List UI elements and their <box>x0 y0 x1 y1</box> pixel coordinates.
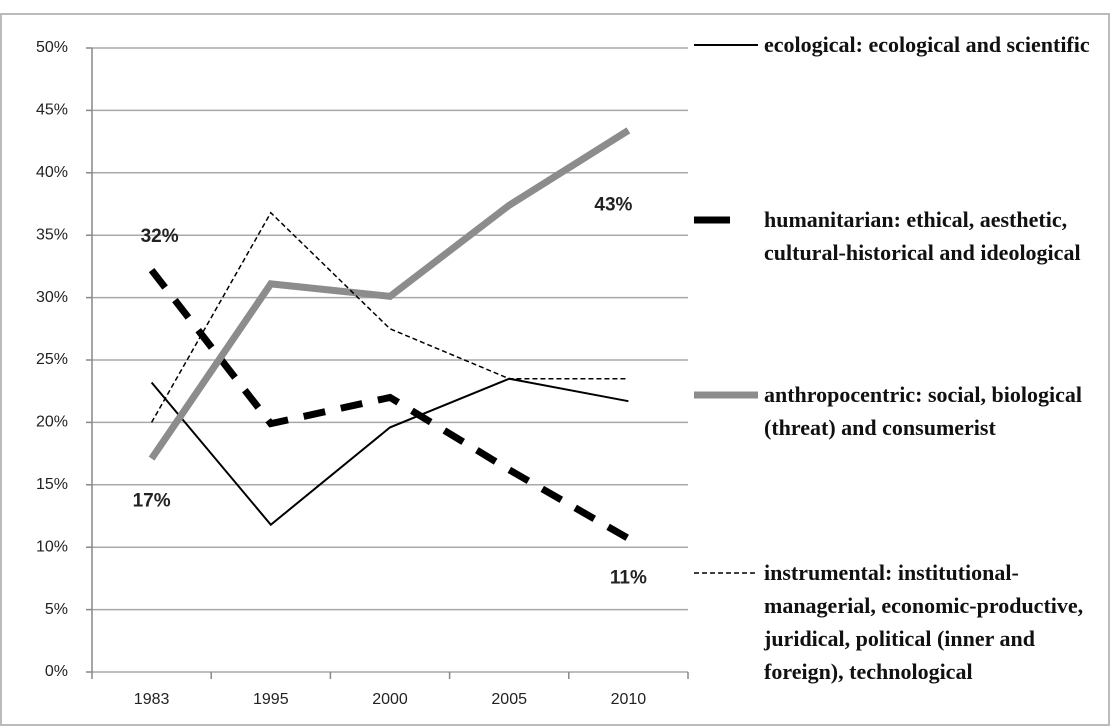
legend-label: instrumental: institutional-managerial, … <box>764 560 1084 684</box>
x-tick-label: 2010 <box>611 691 647 708</box>
x-tick-label: 2000 <box>372 691 408 708</box>
x-tick-label: 1983 <box>134 691 170 708</box>
y-tick-label: 50% <box>36 39 68 56</box>
x-tick-label: 1995 <box>253 691 289 708</box>
y-tick-label: 10% <box>36 538 68 555</box>
data-label: 17% <box>133 491 171 512</box>
y-tick-label: 45% <box>36 102 68 119</box>
series-line <box>148 267 631 542</box>
data-label: 11% <box>610 567 647 588</box>
y-tick-label: 40% <box>36 164 68 181</box>
legend-label: anthropocentric: social, biological (thr… <box>764 382 1082 440</box>
chart-border <box>0 13 1110 726</box>
series-line <box>150 377 629 527</box>
legend-label: humanitarian: ethical, aesthetic, cultur… <box>764 207 1081 265</box>
series-line <box>148 127 631 461</box>
y-tick-label: 5% <box>45 601 68 618</box>
legend-label: ecological: ecological and scientific <box>764 32 1090 57</box>
series-line <box>150 211 629 423</box>
data-label: 43% <box>594 194 632 215</box>
y-tick-label: 35% <box>36 226 68 243</box>
y-tick-label: 15% <box>36 476 68 493</box>
y-tick-label: 30% <box>36 289 68 306</box>
data-label: 32% <box>141 226 179 247</box>
y-tick-label: 20% <box>36 414 68 431</box>
y-tick-label: 25% <box>36 351 68 368</box>
y-tick-label: 0% <box>45 663 68 680</box>
x-tick-label: 2005 <box>491 691 527 708</box>
